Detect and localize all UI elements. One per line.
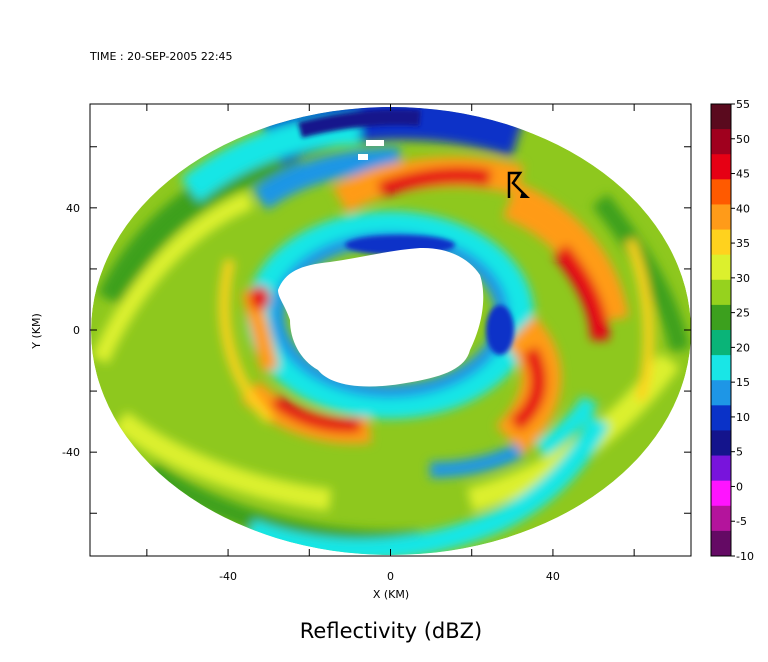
colorbar-segment <box>711 229 731 256</box>
colorbar-tick-label: 35 <box>736 237 750 250</box>
colorbar-segment <box>711 505 731 532</box>
colorbar-segment <box>711 405 731 431</box>
colorbar-segment <box>711 304 731 331</box>
colorbar-tick-label: 10 <box>736 411 750 424</box>
colorbar-tick-label: 50 <box>736 133 750 146</box>
colorbar-segment <box>711 154 731 180</box>
marker-arrow-icon <box>507 171 530 198</box>
time-label: TIME : 20-SEP-2005 22:45 <box>89 50 233 63</box>
y-tick-label: -40 <box>62 446 80 459</box>
colorbar-segment <box>711 355 731 381</box>
y-tick-label: 40 <box>66 202 80 215</box>
colorbar-segment <box>711 279 731 306</box>
colorbar-segment <box>711 204 731 231</box>
colorbar-segment <box>711 530 731 557</box>
x-tick-label: -40 <box>219 570 237 583</box>
colorbar-tick-label: 45 <box>736 168 750 181</box>
eye-region <box>278 247 484 387</box>
colorbar-tick-label: 40 <box>736 202 750 215</box>
colorbar-segment <box>711 330 731 356</box>
colorbar-segment <box>711 480 731 507</box>
colorbar-tick-label: 15 <box>736 376 750 389</box>
colorbar-segment <box>711 430 731 457</box>
radar-field <box>91 107 691 555</box>
chart-title: Reflectivity (dBZ) <box>300 619 482 643</box>
colorbar-segment <box>711 179 731 205</box>
x-axis-label: X (KM) <box>373 588 409 601</box>
y-axis-label: Y (KM) <box>30 313 43 350</box>
x-tick-label: 40 <box>546 570 560 583</box>
colorbar-tick-label: 5 <box>736 446 743 459</box>
y-tick-label: 0 <box>73 324 80 337</box>
colorbar-segment <box>711 129 731 155</box>
colorbar-tick-label: 20 <box>736 341 750 354</box>
colorbar-segment <box>711 254 731 281</box>
y-axis: -40 0 40 <box>62 146 691 514</box>
colorbar-tick-label: 30 <box>736 272 750 285</box>
colorbar-tick-label: 0 <box>736 480 743 493</box>
colorbar-segment <box>711 104 731 130</box>
colorbar-segment <box>711 455 731 482</box>
colorbar-tick-label: 25 <box>736 307 750 320</box>
colorbar-frame <box>710 103 732 557</box>
colorbar-tick-label: -5 <box>736 515 747 528</box>
colorbar-segment <box>711 380 731 406</box>
colorbar-tick-label: 55 <box>736 98 750 111</box>
x-axis: -40 0 40 <box>146 104 635 583</box>
colorbar-tick-label: -10 <box>736 550 754 563</box>
x-tick-label: 0 <box>387 570 394 583</box>
